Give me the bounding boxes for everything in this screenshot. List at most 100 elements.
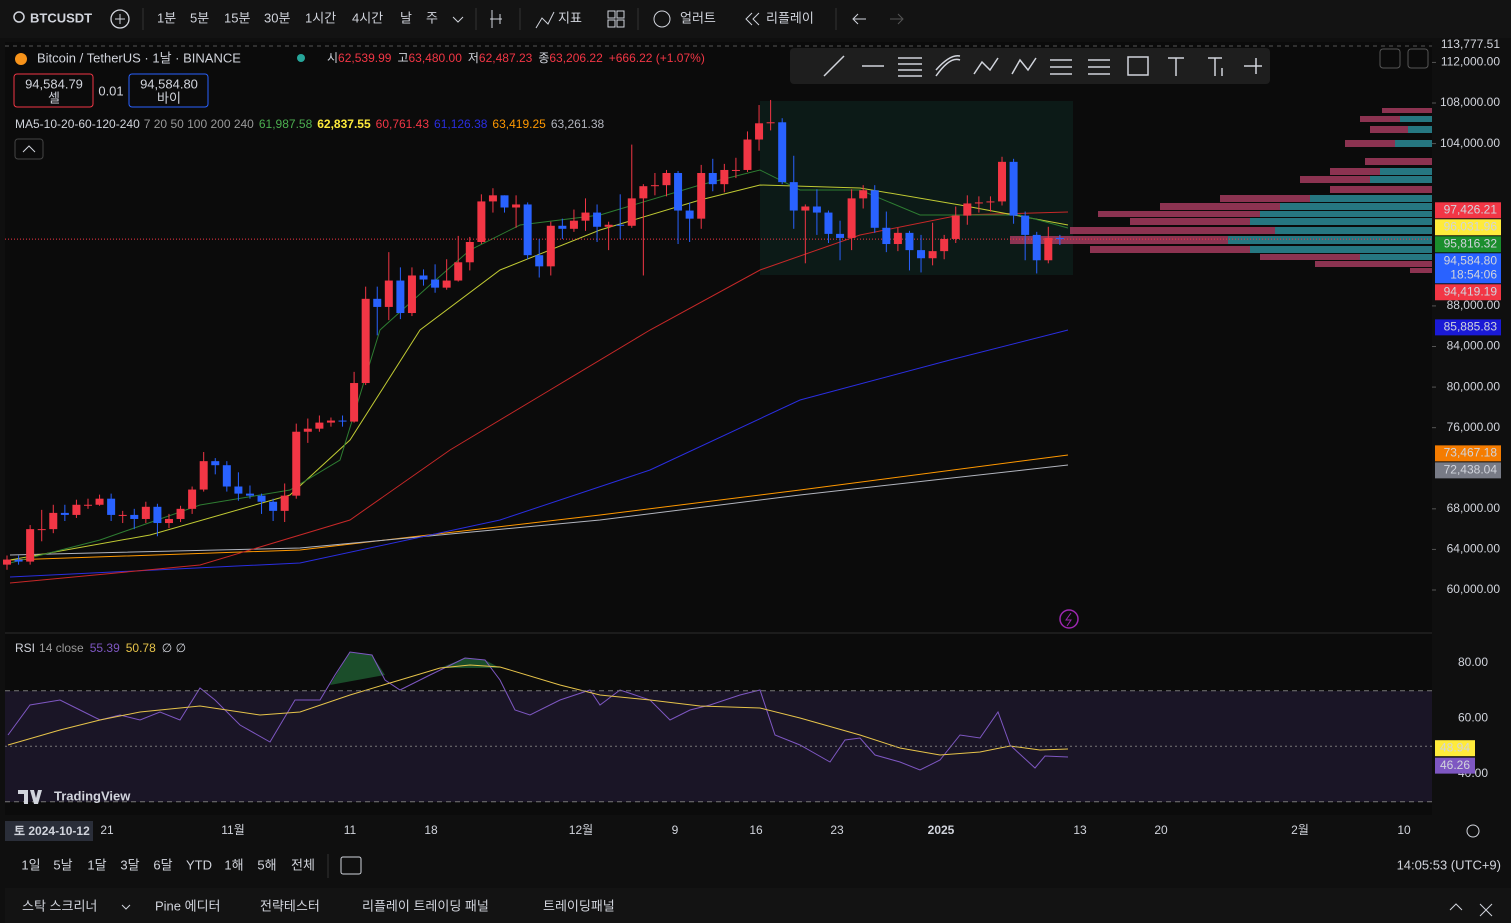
tool-text[interactable] xyxy=(1168,57,1184,76)
rsi-ma: 50.78 xyxy=(126,641,156,655)
candle-body xyxy=(315,422,324,429)
interval-button[interactable]: 5분 xyxy=(190,10,209,25)
scroll-down[interactable] xyxy=(1379,48,1401,69)
vp-bar xyxy=(1370,126,1432,133)
range-button[interactable]: 5날 xyxy=(53,857,72,872)
candle-body xyxy=(685,210,694,219)
candle-body xyxy=(211,461,220,466)
alert-button[interactable]: 얼러트 xyxy=(680,10,716,25)
candle-body xyxy=(269,501,278,511)
screener-menu[interactable] xyxy=(121,904,131,910)
axis-settings[interactable] xyxy=(1466,824,1480,838)
y-tick-label: 60,000.00 xyxy=(1447,582,1501,596)
candle-body xyxy=(766,122,775,124)
panel-tab[interactable]: 전략테스터 xyxy=(260,898,320,913)
clock[interactable]: 14:05:53 (UTC+9) xyxy=(1397,857,1501,872)
tool-fib[interactable] xyxy=(1050,59,1072,75)
panel-tab[interactable]: 트레이딩패널 xyxy=(543,898,615,913)
add-symbol[interactable] xyxy=(110,9,130,29)
interval-button[interactable]: 15분 xyxy=(224,10,250,25)
vp-bar xyxy=(1315,261,1432,267)
tool-channel[interactable] xyxy=(898,57,922,77)
interval-button[interactable]: 4시간 xyxy=(352,10,383,25)
range-button[interactable]: YTD xyxy=(186,857,212,872)
candle-body xyxy=(593,212,602,227)
range-button[interactable]: 5해 xyxy=(257,857,276,872)
vp-bar xyxy=(1408,126,1432,133)
alert-icon xyxy=(653,10,671,28)
candle-body xyxy=(292,431,301,496)
chart-type[interactable] xyxy=(490,10,502,28)
ma-legend: MA5-10-20-60-120-240 7 20 50 100 200 240 6… xyxy=(15,117,605,131)
replay-button[interactable]: 리플레이 xyxy=(766,10,814,25)
range-button[interactable]: 1달 xyxy=(87,857,106,872)
candle-body xyxy=(789,182,798,211)
interval-button[interactable]: 주 xyxy=(426,10,438,25)
tool-gann[interactable] xyxy=(1088,59,1110,75)
indicators-button[interactable]: 지표 xyxy=(558,10,582,25)
ma-params: 7 20 50 100 200 240 xyxy=(144,117,254,131)
candle-body xyxy=(431,279,440,288)
tool-trendline[interactable] xyxy=(823,55,845,77)
ma-value: 63,261.38 xyxy=(551,117,605,131)
panel-tab[interactable]: 스탁 스크리너 xyxy=(22,898,97,913)
candle-body xyxy=(350,383,359,422)
buy-button[interactable] xyxy=(128,73,209,108)
range-button[interactable]: 1해 xyxy=(224,857,243,872)
candle-body xyxy=(130,514,139,519)
range-button[interactable]: 3달 xyxy=(120,857,139,872)
event-icon[interactable] xyxy=(1059,609,1079,629)
interval-menu[interactable] xyxy=(452,16,464,23)
separators xyxy=(142,8,837,30)
watermark: TradingView xyxy=(54,788,131,803)
tool-abcd[interactable] xyxy=(1011,57,1037,75)
candle-body xyxy=(83,504,92,506)
candle-body xyxy=(95,498,104,505)
rsi-legend: RSI 14 close 55.39 50.78 ∅ ∅ xyxy=(15,641,186,655)
panel-expand[interactable] xyxy=(1449,903,1463,911)
ma-line xyxy=(9,464,1069,556)
interval-button[interactable]: 1시간 xyxy=(305,10,336,25)
vp-bar xyxy=(1260,211,1432,217)
interval-button[interactable]: 1분 xyxy=(157,10,176,25)
panel-tab[interactable]: 리플레이 트레이딩 패널 xyxy=(362,898,489,913)
tool-more[interactable] xyxy=(1244,58,1262,74)
goto-date[interactable] xyxy=(340,856,362,875)
candle-body xyxy=(222,465,231,487)
candle-body xyxy=(731,169,740,171)
collapse-button[interactable] xyxy=(14,138,44,160)
tool-pattern[interactable] xyxy=(973,57,999,75)
panel-close[interactable] xyxy=(1479,903,1493,917)
tool-text2[interactable] xyxy=(1208,57,1223,76)
candle-body xyxy=(338,420,347,422)
range-button[interactable]: 1일 xyxy=(21,857,40,872)
undo[interactable] xyxy=(852,13,866,25)
interval-button[interactable]: 30분 xyxy=(264,10,290,25)
low: 62,487.23 xyxy=(479,51,533,65)
range-button[interactable]: 6달 xyxy=(153,857,172,872)
interval-button[interactable]: 날 xyxy=(400,10,412,25)
tool-rect[interactable] xyxy=(1127,56,1149,76)
symbol: BTCUSDT xyxy=(30,10,92,25)
panel-tab[interactable]: Pine 에디터 xyxy=(155,898,221,913)
redo[interactable] xyxy=(890,13,904,25)
sell-button[interactable] xyxy=(13,73,94,108)
rsi-name: RSI xyxy=(15,641,35,655)
add-plus xyxy=(115,14,125,24)
price-marker xyxy=(1435,319,1501,336)
maximize[interactable] xyxy=(1407,48,1429,69)
search-icon[interactable] xyxy=(13,11,25,23)
candle-body xyxy=(26,529,35,562)
tool-pitchfork[interactable] xyxy=(935,55,961,77)
buy-label: 바이 xyxy=(157,90,181,105)
candle-body xyxy=(1055,237,1064,240)
range-button[interactable]: 전체 xyxy=(291,857,315,872)
candle-body xyxy=(870,190,879,228)
price-marker-label: 96,031.96 xyxy=(1444,219,1498,233)
candle-body xyxy=(743,139,752,170)
candle-body xyxy=(477,201,486,242)
candle-body xyxy=(951,215,960,239)
x-tick-label: 11 xyxy=(344,823,357,837)
layout-icon[interactable] xyxy=(607,10,625,28)
x-tick-label: 10 xyxy=(1397,823,1411,837)
